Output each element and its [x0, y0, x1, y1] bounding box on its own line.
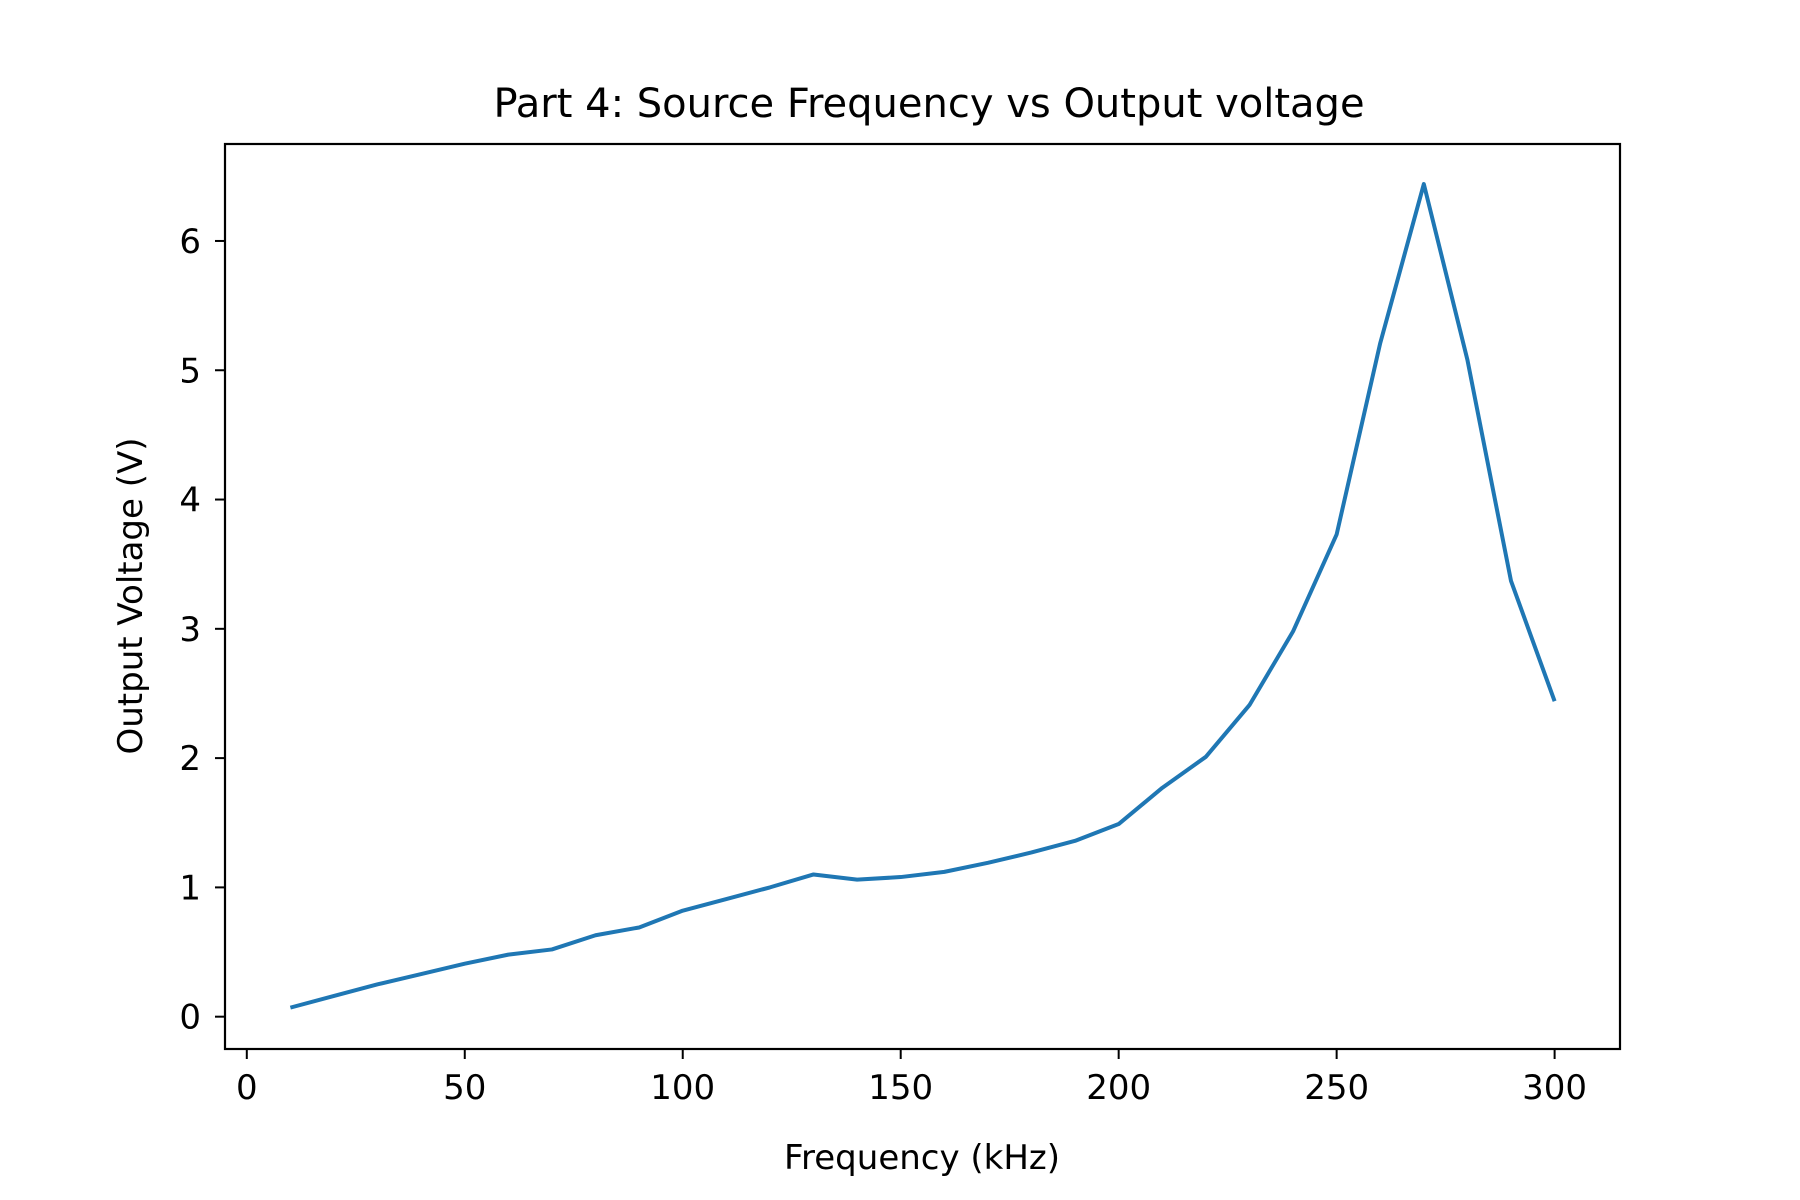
x-tick-label: 150 [868, 1068, 933, 1108]
chart-title: Part 4: Source Frequency vs Output volta… [493, 81, 1364, 127]
y-tick-label: 5 [179, 351, 201, 391]
x-tick-label: 200 [1086, 1068, 1151, 1108]
y-tick-label: 4 [179, 481, 201, 521]
y-axis: 0 1 2 3 4 5 6 [179, 222, 225, 1038]
x-tick-label: 50 [443, 1068, 486, 1108]
y-tick-label: 2 [179, 739, 201, 779]
plot-area [223, 142, 1622, 1051]
x-tick-label: 250 [1304, 1068, 1369, 1108]
x-axis: 0 50 100 150 200 250 300 [236, 1049, 1587, 1108]
y-tick-label: 0 [179, 998, 201, 1038]
y-tick-label: 3 [179, 610, 201, 650]
y-tick-label: 6 [179, 222, 201, 262]
y-axis-label: Output Voltage (V) [111, 437, 151, 754]
y-tick-label: 1 [179, 868, 201, 908]
series-layer [289, 182, 1557, 1010]
x-tick-label: 0 [236, 1068, 258, 1108]
x-axis-label: Frequency (kHz) [784, 1138, 1060, 1178]
x-tick-label: 100 [650, 1068, 715, 1108]
x-tick-label: 300 [1522, 1068, 1587, 1108]
series-line-0 [289, 182, 1557, 1010]
